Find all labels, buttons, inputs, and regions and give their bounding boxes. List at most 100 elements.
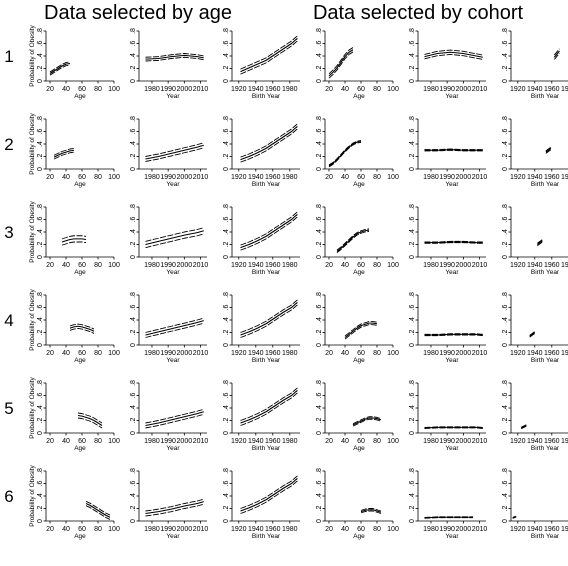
lower-ci-line [344, 324, 378, 340]
y-tick-label: .8 [409, 28, 416, 34]
x-tick-label: 1920 [510, 438, 526, 445]
y-tick-label: .8 [223, 292, 230, 298]
y-axis-label: Probability of Obesity [29, 289, 36, 351]
x-tick-label: 20 [325, 526, 333, 533]
x-tick-label: 1960 [544, 86, 560, 93]
x-tick-label: 60 [357, 174, 365, 181]
x-tick-label: 1920 [510, 526, 526, 533]
x-tick-label: 1980 [282, 526, 298, 533]
x-tick-label: 2010 [472, 350, 488, 357]
x-tick-label: 20 [325, 262, 333, 269]
y-tick-label: .8 [223, 468, 230, 474]
estimate-line [537, 240, 543, 245]
row-label-1: 1 [4, 47, 13, 66]
y-tick-label: .8 [37, 380, 44, 386]
x-axis-label: Birth Year [252, 445, 281, 452]
y-tick-label: .2 [409, 329, 416, 335]
y-tick-label: .2 [223, 153, 230, 159]
row-label-4: 4 [4, 311, 13, 330]
y-tick-label: .4 [130, 405, 137, 411]
x-tick-label: 20 [46, 174, 54, 181]
y-axis-label: Probability of Obesity [29, 113, 36, 175]
x-tick-label: 1990 [160, 350, 176, 357]
row-label-3: 3 [4, 223, 13, 242]
y-tick-label: .2 [409, 505, 416, 511]
row-label-5: 5 [4, 399, 13, 418]
x-axis-label: Age [74, 445, 86, 452]
x-tick-label: 100 [108, 526, 120, 533]
estimate-line [145, 54, 204, 60]
x-tick-label: 1920 [510, 350, 526, 357]
estimate-line [240, 38, 298, 73]
row-label-2: 2 [4, 135, 13, 154]
header-cohort: Data selected by cohort [313, 2, 524, 24]
y-tick-label: 0 [37, 343, 44, 347]
x-axis-label: Year [445, 181, 459, 188]
y-tick-label: 0 [223, 431, 230, 435]
y-tick-label: .8 [37, 292, 44, 298]
y-tick-label: 0 [316, 167, 323, 171]
y-tick-label: .8 [316, 468, 323, 474]
upper-ci-line [61, 235, 87, 240]
x-tick-label: 100 [387, 438, 399, 445]
x-tick-label: 2010 [193, 262, 209, 269]
x-tick-label: 1980 [282, 174, 298, 181]
estimate-line [336, 229, 370, 252]
y-tick-label: .2 [223, 505, 230, 511]
y-axis-label: Probability of Obesity [29, 201, 36, 263]
y-tick-label: .2 [37, 153, 44, 159]
panel-r5-c4: 0 .2 .4 .6 .8 20 40 60 80 100 Age [316, 380, 399, 452]
y-tick-label: .6 [409, 128, 416, 134]
y-tick-label: 0 [316, 255, 323, 259]
y-tick-label: 0 [316, 431, 323, 435]
x-tick-label: 80 [373, 526, 381, 533]
y-tick-label: .6 [130, 480, 137, 486]
x-tick-label: 1980 [282, 350, 298, 357]
lower-ci-line [537, 241, 543, 247]
y-tick-label: .6 [37, 392, 44, 398]
x-axis-label: Year [445, 93, 459, 100]
x-tick-label: 1980 [144, 174, 160, 181]
y-tick-label: 0 [130, 519, 137, 523]
x-tick-label: 80 [373, 86, 381, 93]
panel-r4-c2: 0 .2 .4 .6 .8 1980 1990 2000 2010 Year [130, 292, 208, 364]
y-tick-label: .4 [316, 405, 323, 411]
y-axis-label: Probability of Obesity [29, 377, 36, 439]
x-tick-label: 1980 [144, 526, 160, 533]
x-tick-label: 1990 [439, 262, 455, 269]
y-tick-label: .4 [409, 317, 416, 323]
estimate-line [520, 425, 527, 429]
upper-ci-line [554, 48, 560, 56]
y-tick-label: .6 [37, 480, 44, 486]
x-tick-label: 2010 [472, 526, 488, 533]
y-tick-label: 0 [37, 79, 44, 83]
y-tick-label: .4 [502, 317, 509, 323]
x-tick-label: 20 [325, 438, 333, 445]
y-tick-label: .6 [316, 216, 323, 222]
upper-ci-line [69, 323, 95, 330]
y-tick-label: .4 [37, 493, 44, 499]
panel-r3-c4: 0 .2 .4 .6 .8 20 40 60 80 100 Age [316, 204, 399, 276]
lower-ci-line [145, 233, 204, 249]
estimate-line [145, 411, 204, 427]
y-tick-label: .4 [37, 53, 44, 59]
y-axis-label: Probability of Obesity [29, 465, 36, 527]
x-tick-label: 40 [62, 526, 70, 533]
y-tick-label: .6 [502, 128, 509, 134]
y-tick-label: .6 [502, 392, 509, 398]
upper-ci-line [424, 333, 483, 335]
x-tick-label: 1940 [248, 438, 264, 445]
x-tick-label: 60 [357, 526, 365, 533]
x-tick-label: 2010 [472, 86, 488, 93]
estimate-line [240, 478, 298, 512]
y-tick-label: .2 [37, 65, 44, 71]
x-tick-label: 80 [373, 438, 381, 445]
y-tick-label: .6 [130, 392, 137, 398]
x-tick-label: 1980 [282, 438, 298, 445]
y-tick-label: 0 [130, 255, 137, 259]
x-tick-label: 20 [46, 526, 54, 533]
